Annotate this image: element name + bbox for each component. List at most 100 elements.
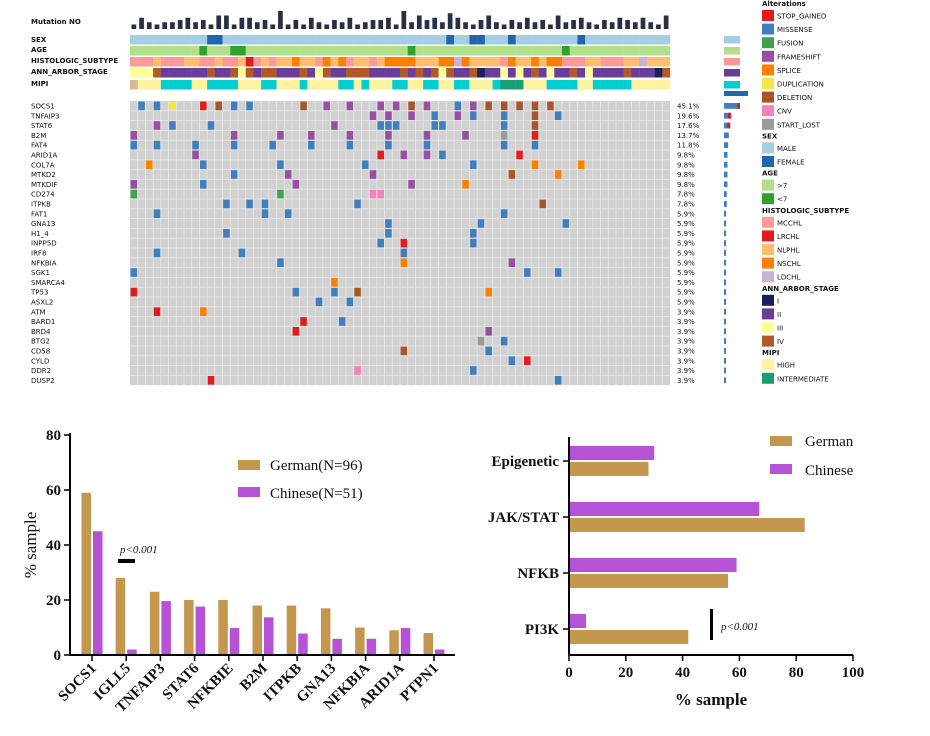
mutation-count-bar bbox=[224, 15, 229, 29]
mutation-cell-missense bbox=[200, 180, 207, 189]
track-cell-stage bbox=[492, 68, 501, 78]
mutation-count-bar bbox=[447, 13, 453, 29]
mutation-cell-splice bbox=[531, 160, 539, 169]
mutation-count-bar bbox=[540, 20, 546, 29]
gene-label: CYLD bbox=[31, 357, 49, 365]
legend-swatch-alterations bbox=[762, 23, 774, 35]
chart1-legend-chinese: Chinese(N=51) bbox=[270, 486, 363, 502]
mutation-cell-frameshift bbox=[331, 121, 338, 130]
side-bar bbox=[724, 328, 726, 335]
mutation-cell-missense bbox=[315, 297, 323, 307]
mutation-cell-deletion bbox=[516, 101, 523, 111]
bar-german-arid1a bbox=[389, 630, 399, 655]
x-tick-label: SOCS1 bbox=[56, 661, 100, 705]
gene-label: INPP5D bbox=[31, 240, 57, 248]
percent-label: 19.6% bbox=[677, 112, 700, 120]
x-tick-label: 20 bbox=[618, 665, 633, 681]
mutation-cell-missense bbox=[130, 268, 138, 277]
legend-swatch-sex bbox=[762, 156, 774, 167]
side-bar bbox=[724, 132, 729, 139]
percent-label: 5.9% bbox=[677, 289, 695, 297]
track-cell-mipi bbox=[168, 80, 177, 90]
mutation-cell-missense bbox=[284, 209, 292, 218]
track-cell-histo bbox=[438, 57, 447, 67]
mutation-cell-missense bbox=[524, 268, 531, 277]
percent-label: 3.9% bbox=[677, 377, 695, 385]
y-tick-label: 40 bbox=[46, 538, 61, 554]
track-cell-age bbox=[184, 46, 192, 56]
track-cell-sex bbox=[207, 35, 216, 45]
track-side-bar bbox=[724, 81, 740, 89]
mutation-count-bar bbox=[663, 15, 669, 29]
track-cell-histo bbox=[376, 57, 385, 67]
mutation-cell-missense bbox=[554, 376, 562, 385]
side-bar bbox=[724, 269, 727, 276]
side-bar bbox=[724, 250, 727, 256]
mutation-cell-missense bbox=[207, 121, 215, 130]
track-cell-mipi bbox=[315, 80, 324, 90]
mutation-cell-stop-gained bbox=[400, 238, 408, 248]
track-cell-histo bbox=[592, 57, 601, 67]
track-cell-age bbox=[446, 46, 455, 56]
track-side-bar bbox=[724, 58, 740, 66]
y-tick-label: 20 bbox=[46, 593, 61, 609]
track-cell-age bbox=[230, 46, 239, 56]
chart2-bars bbox=[569, 446, 805, 644]
track-cell-mipi bbox=[153, 80, 162, 90]
mutation-count-bar bbox=[339, 22, 345, 29]
track-cell-age bbox=[238, 46, 246, 56]
track-cell-histo bbox=[639, 57, 648, 67]
side-bar-segment bbox=[727, 112, 731, 119]
x-tick-label: 60 bbox=[732, 665, 747, 681]
track-label-mipi: MIPI bbox=[31, 80, 48, 88]
mutation-count-bar bbox=[146, 22, 152, 29]
track-cell-stage bbox=[214, 68, 223, 78]
track-cell-sex bbox=[153, 35, 162, 45]
mutation-count-bar bbox=[254, 22, 260, 29]
mutation-cell-missense bbox=[153, 248, 161, 258]
percent-label: 3.9% bbox=[677, 357, 695, 365]
side-bar bbox=[724, 142, 729, 148]
side-bar bbox=[724, 220, 727, 227]
track-cell-sex bbox=[145, 35, 154, 45]
track-cell-histo bbox=[392, 57, 401, 67]
mutation-no-label: Mutation NO bbox=[31, 18, 81, 26]
track-cell-mipi bbox=[515, 80, 524, 90]
side-bar bbox=[724, 289, 727, 295]
mutation-count-bar bbox=[216, 15, 222, 29]
mutation-count-bar bbox=[355, 24, 360, 29]
legend-swatch-mipi bbox=[762, 372, 774, 384]
bar-german-nfkbie bbox=[218, 600, 228, 655]
mutation-count-bar bbox=[239, 17, 245, 29]
track-cell-age bbox=[639, 46, 648, 56]
track-cell-mipi bbox=[400, 80, 408, 90]
legend-item-stage: II bbox=[777, 311, 781, 319]
track-cell-sex bbox=[415, 35, 424, 45]
chart2-legend-german: German bbox=[805, 434, 854, 450]
legend-swatch-histo bbox=[762, 257, 774, 269]
track-cell-mipi bbox=[369, 80, 378, 90]
mutation-cell-fusion bbox=[130, 189, 138, 199]
mutation-cell-missense bbox=[308, 140, 315, 150]
mutation-cell-missense bbox=[431, 111, 438, 120]
side-bar bbox=[724, 191, 727, 197]
track-cell-sex bbox=[199, 35, 208, 45]
y-tick-label: JAK/STAT bbox=[488, 510, 559, 526]
track-cell-histo bbox=[245, 57, 254, 67]
bar-chinese-arid1a bbox=[400, 628, 411, 655]
legend-item-alterations: START_LOST bbox=[777, 121, 821, 129]
track-cell-histo bbox=[577, 57, 586, 67]
track-cell-stage bbox=[191, 68, 200, 78]
mutation-count-bar bbox=[308, 17, 314, 29]
side-bar bbox=[724, 171, 728, 178]
track-cell-mipi bbox=[631, 80, 640, 90]
track-cell-stage bbox=[307, 68, 316, 78]
track-cell-sex bbox=[438, 35, 447, 45]
mutation-count-bar bbox=[378, 20, 384, 29]
bar-german-pi3k bbox=[569, 630, 689, 644]
legend-swatch-alterations bbox=[762, 10, 774, 21]
chart2-pvalue-bar bbox=[710, 609, 713, 640]
mutation-grid bbox=[130, 101, 670, 386]
mutation-count-bar bbox=[478, 20, 484, 29]
track-cell-sex bbox=[492, 35, 501, 45]
